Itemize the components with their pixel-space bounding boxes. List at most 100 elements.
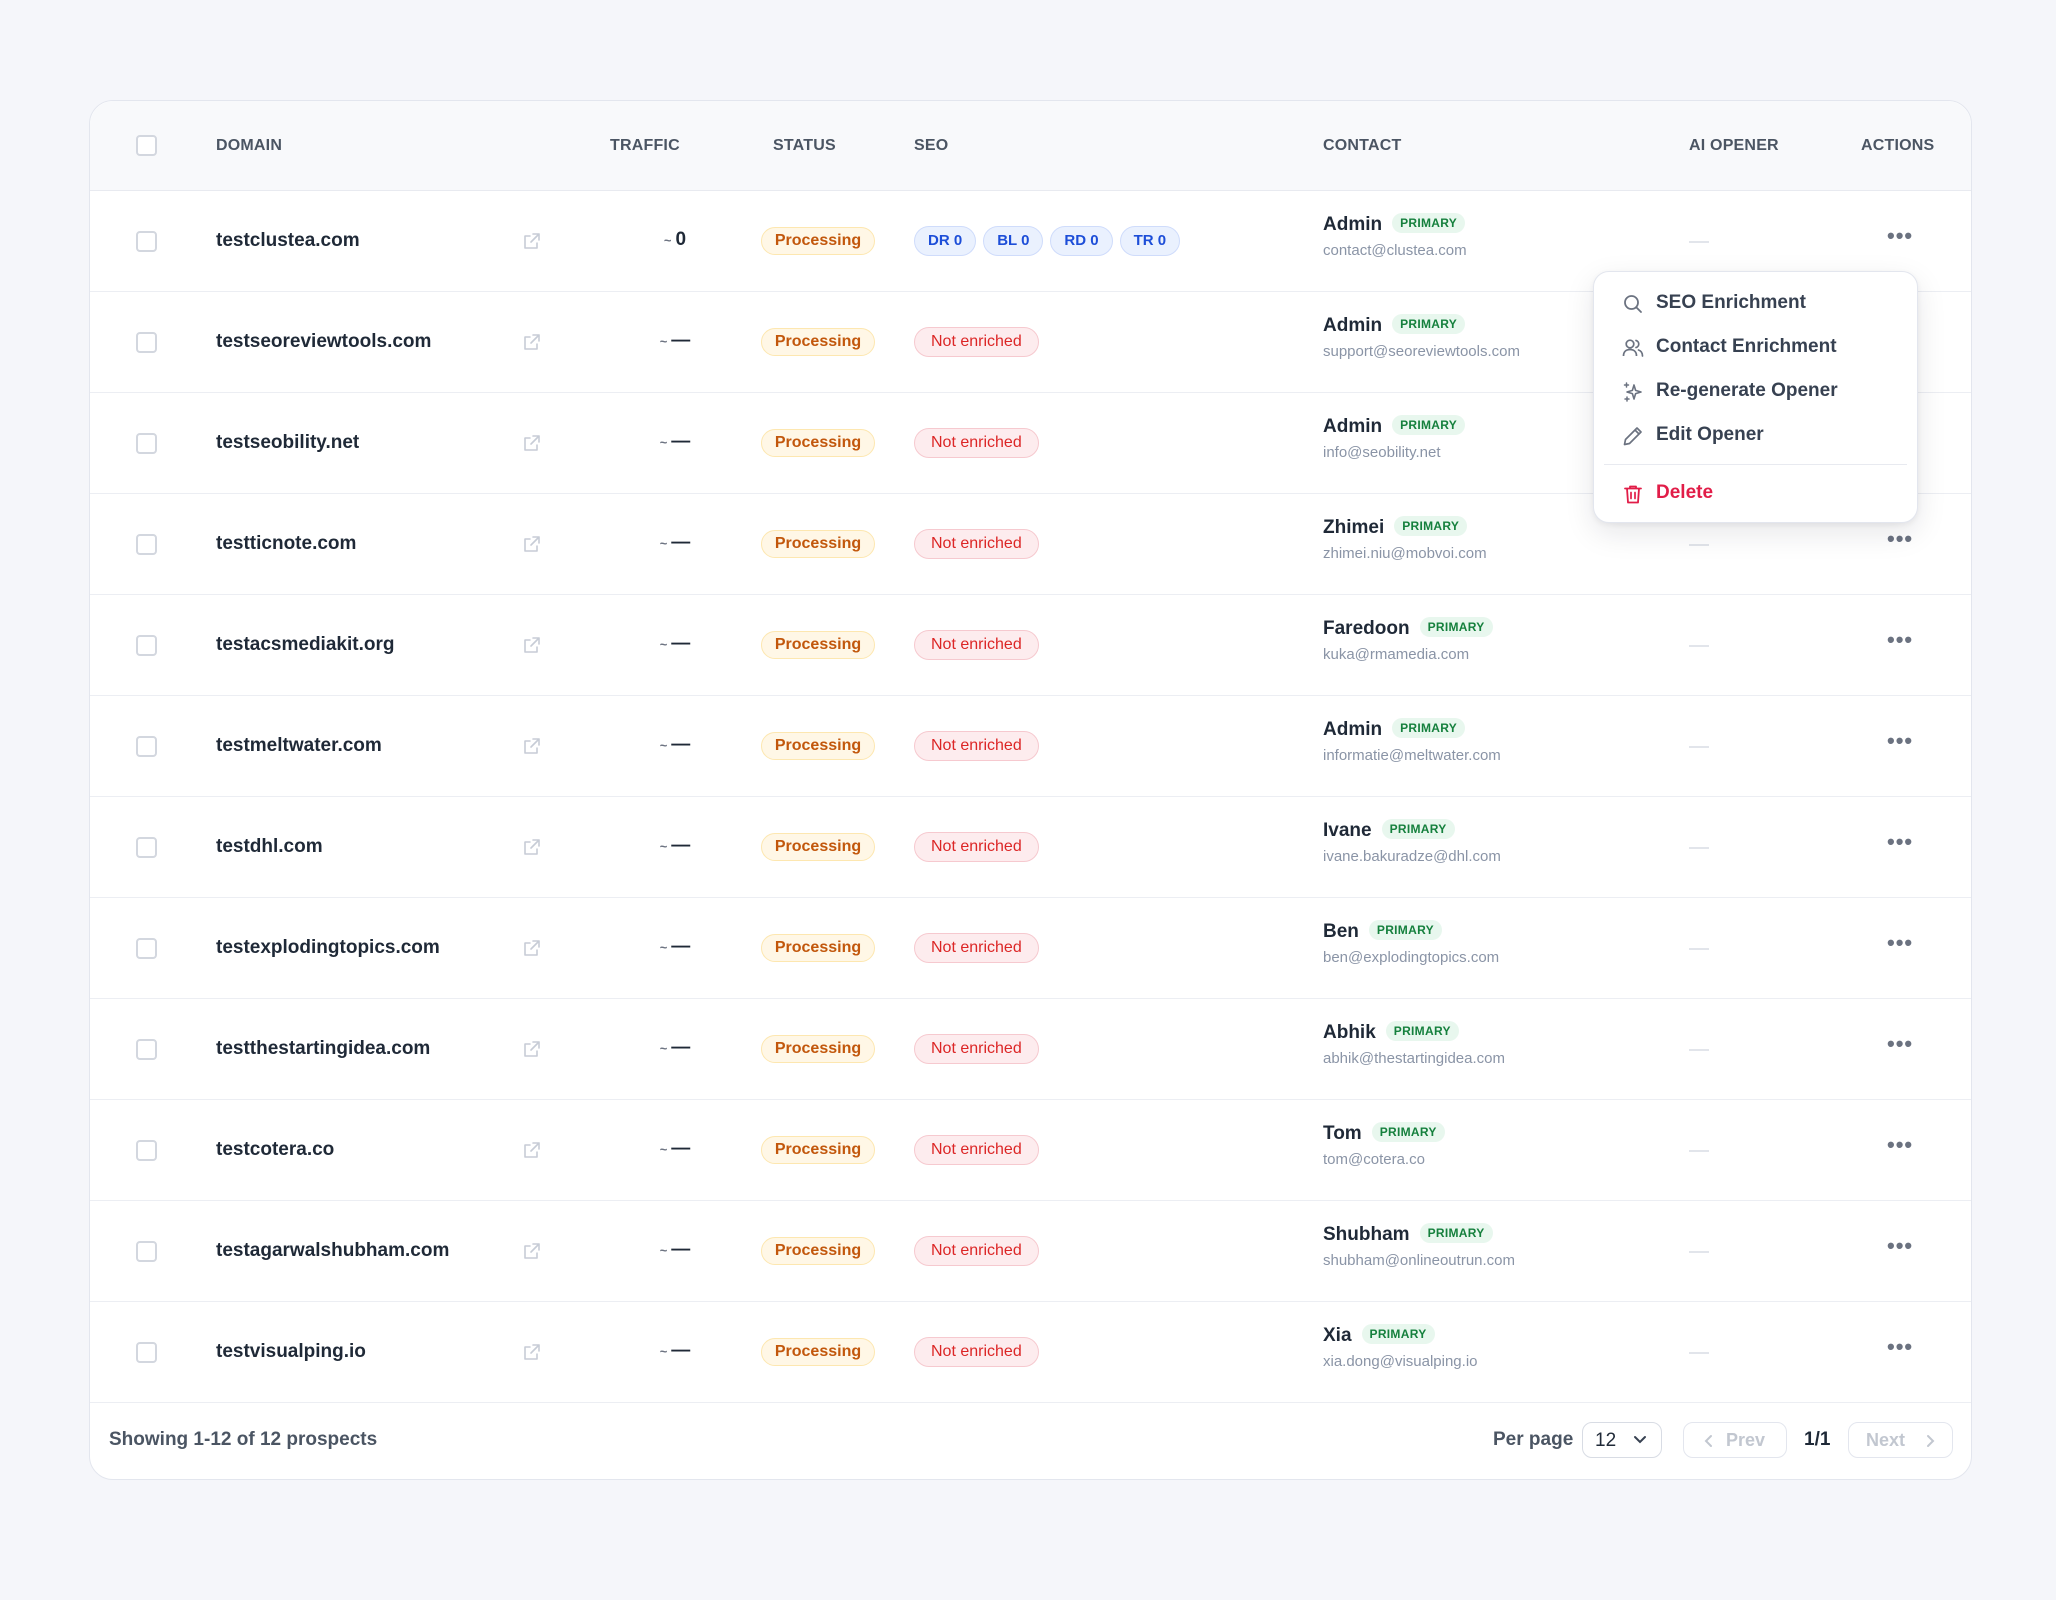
status-cell: Processing — [743, 934, 893, 962]
header-seo[interactable]: SEO — [914, 137, 949, 154]
row-checkbox[interactable] — [136, 534, 157, 555]
status-badge: Processing — [760, 1035, 876, 1063]
row-checkbox[interactable] — [136, 1039, 157, 1060]
traffic-value: ~ — — [630, 532, 720, 554]
row-checkbox[interactable] — [136, 938, 157, 959]
traffic-number: 0 — [675, 229, 687, 250]
row-actions-button[interactable]: ••• — [1887, 526, 1914, 551]
table-row[interactable]: testthestartingidea.com ~ — Processing No… — [90, 999, 1971, 1100]
status-cell: Processing — [743, 1338, 893, 1366]
row-actions-button[interactable]: ••• — [1887, 1132, 1914, 1157]
header-ai-opener: AI OPENER — [1689, 137, 1779, 154]
seo-metric-pill: TR 0 — [1119, 226, 1181, 256]
seo-status-badge: Not enriched — [914, 529, 1039, 559]
traffic-number: — — [671, 1138, 691, 1159]
status-cell: Processing — [743, 732, 893, 760]
row-actions-button[interactable]: ••• — [1887, 1031, 1914, 1056]
seo-status-badge: Not enriched — [914, 428, 1039, 458]
seo-status-badge: Not enriched — [914, 832, 1039, 862]
contact-cell: Admin PRIMARY support@seoreviewtools.com — [1323, 314, 1520, 360]
external-link-icon[interactable] — [522, 534, 542, 554]
row-checkbox[interactable] — [136, 1241, 157, 1262]
domain-name[interactable]: testthestartingidea.com — [216, 1038, 431, 1059]
header-status[interactable]: STATUS — [773, 137, 836, 154]
external-link-icon[interactable] — [522, 736, 542, 756]
row-checkbox[interactable] — [136, 332, 157, 353]
row-checkbox[interactable] — [136, 635, 157, 656]
header-contact[interactable]: CONTACT — [1323, 137, 1402, 154]
status-badge: Processing — [760, 328, 876, 356]
table-row[interactable]: testexplodingtopics.com ~ — Processing No… — [90, 898, 1971, 999]
domain-name[interactable]: testclustea.com — [216, 230, 360, 251]
external-link-icon[interactable] — [522, 1241, 542, 1261]
seo-metric-pill: DR 0 — [914, 226, 977, 256]
table-row[interactable]: testdhl.com ~ — Processing Not enriched I… — [90, 797, 1971, 898]
external-link-icon[interactable] — [522, 635, 542, 655]
row-checkbox[interactable] — [136, 231, 157, 252]
domain-name[interactable]: testacsmediakit.org — [216, 634, 395, 655]
select-all-checkbox[interactable] — [136, 135, 157, 156]
next-page-button[interactable]: Next — [1848, 1422, 1953, 1458]
contact-email: contact@clustea.com — [1323, 242, 1467, 259]
status-badge: Processing — [760, 1338, 876, 1366]
domain-name[interactable]: testvisualping.io — [216, 1341, 366, 1362]
external-link-icon[interactable] — [522, 1342, 542, 1362]
primary-badge: PRIMARY — [1368, 920, 1442, 940]
traffic-approx-sign: ~ — [659, 1041, 668, 1056]
row-checkbox[interactable] — [136, 1140, 157, 1161]
table-row[interactable]: testcotera.co ~ — Processing Not enriched… — [90, 1100, 1971, 1201]
table-row[interactable]: testticnote.com ~ — Processing Not enrich… — [90, 494, 1971, 595]
seo-status-badge: Not enriched — [914, 1135, 1039, 1165]
primary-badge: PRIMARY — [1419, 617, 1493, 637]
external-link-icon[interactable] — [522, 938, 542, 958]
external-link-icon[interactable] — [522, 1039, 542, 1059]
row-actions-button[interactable]: ••• — [1887, 829, 1914, 854]
header-domain[interactable]: DOMAIN — [216, 137, 283, 154]
table-row[interactable]: testacsmediakit.org ~ — Processing Not en… — [90, 595, 1971, 696]
external-link-icon[interactable] — [522, 231, 542, 251]
row-actions-button[interactable]: ••• — [1887, 223, 1914, 248]
domain-name[interactable]: testseoreviewtools.com — [216, 331, 432, 352]
primary-badge: PRIMARY — [1385, 1021, 1459, 1041]
external-link-icon[interactable] — [522, 433, 542, 453]
contact-name: Admin — [1323, 214, 1383, 235]
traffic-approx-sign: ~ — [659, 940, 668, 955]
traffic-value: ~ — — [630, 734, 720, 756]
external-link-icon[interactable] — [522, 837, 542, 857]
external-link-icon[interactable] — [522, 332, 542, 352]
domain-name[interactable]: testdhl.com — [216, 836, 323, 857]
primary-badge: PRIMARY — [1381, 819, 1455, 839]
domain-name[interactable]: testcotera.co — [216, 1139, 335, 1160]
row-checkbox[interactable] — [136, 1342, 157, 1363]
traffic-value: ~ — — [630, 1340, 720, 1362]
status-badge: Processing — [760, 530, 876, 558]
ai-opener-empty — [1689, 847, 1709, 849]
header-traffic[interactable]: TRAFFIC — [610, 137, 680, 154]
row-actions-button[interactable]: ••• — [1887, 930, 1914, 955]
domain-name[interactable]: testexplodingtopics.com — [216, 937, 440, 958]
table-row[interactable]: testvisualping.io ~ — Processing Not enri… — [90, 1302, 1971, 1403]
row-actions-button[interactable]: ••• — [1887, 728, 1914, 753]
table-row[interactable]: testclustea.com ~0 Processing DR 0 BL 0 RD… — [90, 191, 1971, 292]
table-row[interactable]: testmeltwater.com ~ — Processing Not enri… — [90, 696, 1971, 797]
ai-opener-empty — [1689, 1049, 1709, 1051]
status-badge: Processing — [760, 227, 876, 255]
sparkles-icon — [1623, 382, 1642, 402]
row-checkbox[interactable] — [136, 736, 157, 757]
domain-name[interactable]: testseobility.net — [216, 432, 360, 453]
domain-name[interactable]: testticnote.com — [216, 533, 357, 554]
domain-name[interactable]: testagarwalshubham.com — [216, 1240, 450, 1261]
row-actions-button[interactable]: ••• — [1887, 1233, 1914, 1258]
table-row[interactable]: testseoreviewtools.com ~ — Processing Not… — [90, 292, 1971, 393]
domain-name[interactable]: testmeltwater.com — [216, 735, 382, 756]
row-actions-button[interactable]: ••• — [1887, 627, 1914, 652]
table-row[interactable]: testagarwalshubham.com ~ — Processing Not… — [90, 1201, 1971, 1302]
seo-status-badge: Not enriched — [914, 1034, 1039, 1064]
external-link-icon[interactable] — [522, 1140, 542, 1160]
per-page-select[interactable]: 12 — [1582, 1422, 1662, 1458]
prev-page-button[interactable]: Prev — [1683, 1422, 1787, 1458]
row-checkbox[interactable] — [136, 837, 157, 858]
row-actions-button[interactable]: ••• — [1887, 1334, 1914, 1359]
traffic-approx-sign: ~ — [659, 334, 668, 349]
row-checkbox[interactable] — [136, 433, 157, 454]
